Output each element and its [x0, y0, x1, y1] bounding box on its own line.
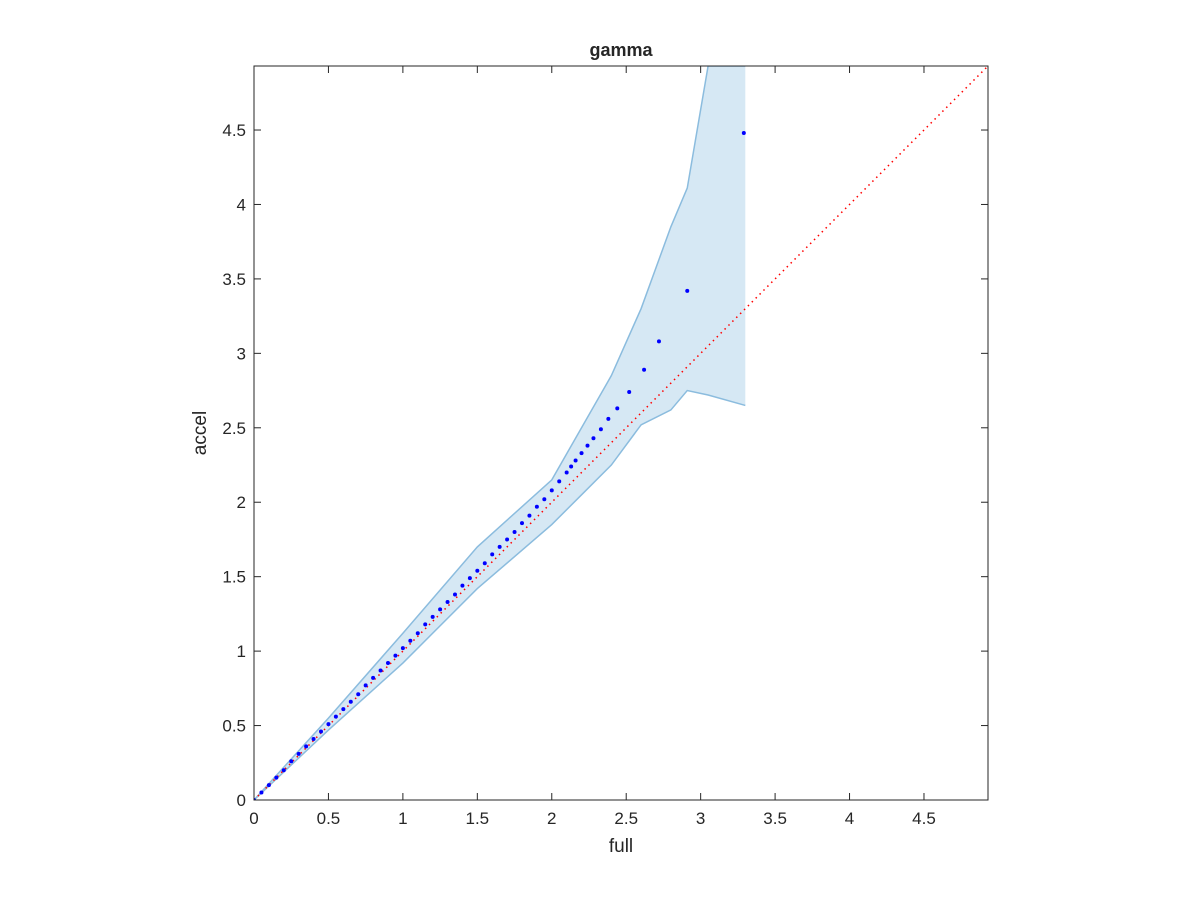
data-point	[569, 464, 574, 469]
data-point	[542, 497, 547, 502]
data-point	[438, 607, 443, 612]
data-point	[741, 130, 746, 135]
y-tick-label: 2	[237, 493, 246, 512]
data-point	[356, 692, 361, 697]
x-tick-label: 4.5	[912, 809, 936, 828]
data-point	[415, 631, 420, 636]
data-point	[304, 744, 309, 749]
x-tick-label: 1.5	[466, 809, 490, 828]
x-tick-label: 0.5	[317, 809, 341, 828]
data-point	[598, 427, 603, 432]
y-tick-label: 4.5	[222, 121, 246, 140]
data-point	[527, 513, 532, 518]
data-point	[564, 470, 569, 475]
data-point	[656, 339, 661, 344]
data-point	[505, 537, 510, 542]
data-point	[685, 288, 690, 293]
x-tick-label: 3.5	[763, 809, 787, 828]
confidence-band	[254, 66, 746, 800]
y-tick-label: 2.5	[222, 419, 246, 438]
x-axis-label: full	[609, 836, 633, 857]
chart-title: gamma	[589, 40, 653, 60]
data-point	[296, 751, 301, 756]
band-lower-edge	[254, 389, 746, 800]
data-point	[452, 592, 457, 597]
data-point	[467, 576, 472, 581]
y-tick-label: 4	[237, 195, 246, 214]
data-point	[289, 759, 294, 764]
y-tick-label: 0	[237, 791, 246, 810]
data-point	[519, 521, 524, 526]
data-point	[475, 568, 480, 573]
x-tick-label: 3	[696, 809, 705, 828]
x-tick-label: 2.5	[614, 809, 638, 828]
data-point	[348, 699, 353, 704]
x-tick-label: 1	[398, 809, 407, 828]
data-point	[627, 390, 632, 395]
y-tick-label: 3	[237, 344, 246, 363]
data-point	[497, 544, 502, 549]
data-point	[311, 736, 316, 741]
data-point	[591, 436, 596, 441]
data-point	[606, 416, 611, 421]
data-point	[642, 367, 647, 372]
data-point	[333, 714, 338, 719]
data-point	[266, 783, 271, 788]
data-point	[423, 622, 428, 627]
y-tick-label: 3.5	[222, 270, 246, 289]
y-tick-label: 0.5	[222, 717, 246, 736]
data-point	[512, 530, 517, 535]
data-point	[408, 638, 413, 643]
data-point	[615, 406, 620, 411]
y-tick-label: 1	[237, 642, 246, 661]
data-point	[585, 443, 590, 448]
data-point	[400, 646, 405, 651]
data-point	[490, 552, 495, 557]
data-point	[318, 729, 323, 734]
data-point	[579, 451, 584, 456]
data-point	[281, 768, 286, 773]
data-point	[557, 479, 562, 484]
data-point	[371, 675, 376, 680]
data-point	[534, 504, 539, 509]
x-tick-label: 2	[547, 809, 556, 828]
y-tick-label: 1.5	[222, 568, 246, 587]
x-tick-label: 4	[845, 809, 854, 828]
data-point	[460, 583, 465, 588]
data-point	[385, 661, 390, 666]
y-axis-label: accel	[190, 411, 211, 455]
data-point	[259, 790, 264, 795]
plot-area	[254, 66, 988, 800]
data-point	[341, 707, 346, 712]
data-point	[430, 614, 435, 619]
data-point	[549, 488, 554, 493]
data-point	[363, 683, 368, 688]
data-point	[274, 775, 279, 780]
band-upper-edge	[254, 66, 746, 800]
data-point	[482, 561, 487, 566]
data-point	[445, 599, 450, 604]
data-point	[573, 458, 578, 463]
data-point	[378, 668, 383, 673]
data-point	[326, 722, 331, 727]
data-point	[393, 653, 398, 658]
axes-box	[253, 65, 989, 801]
x-tick-label: 0	[249, 809, 258, 828]
